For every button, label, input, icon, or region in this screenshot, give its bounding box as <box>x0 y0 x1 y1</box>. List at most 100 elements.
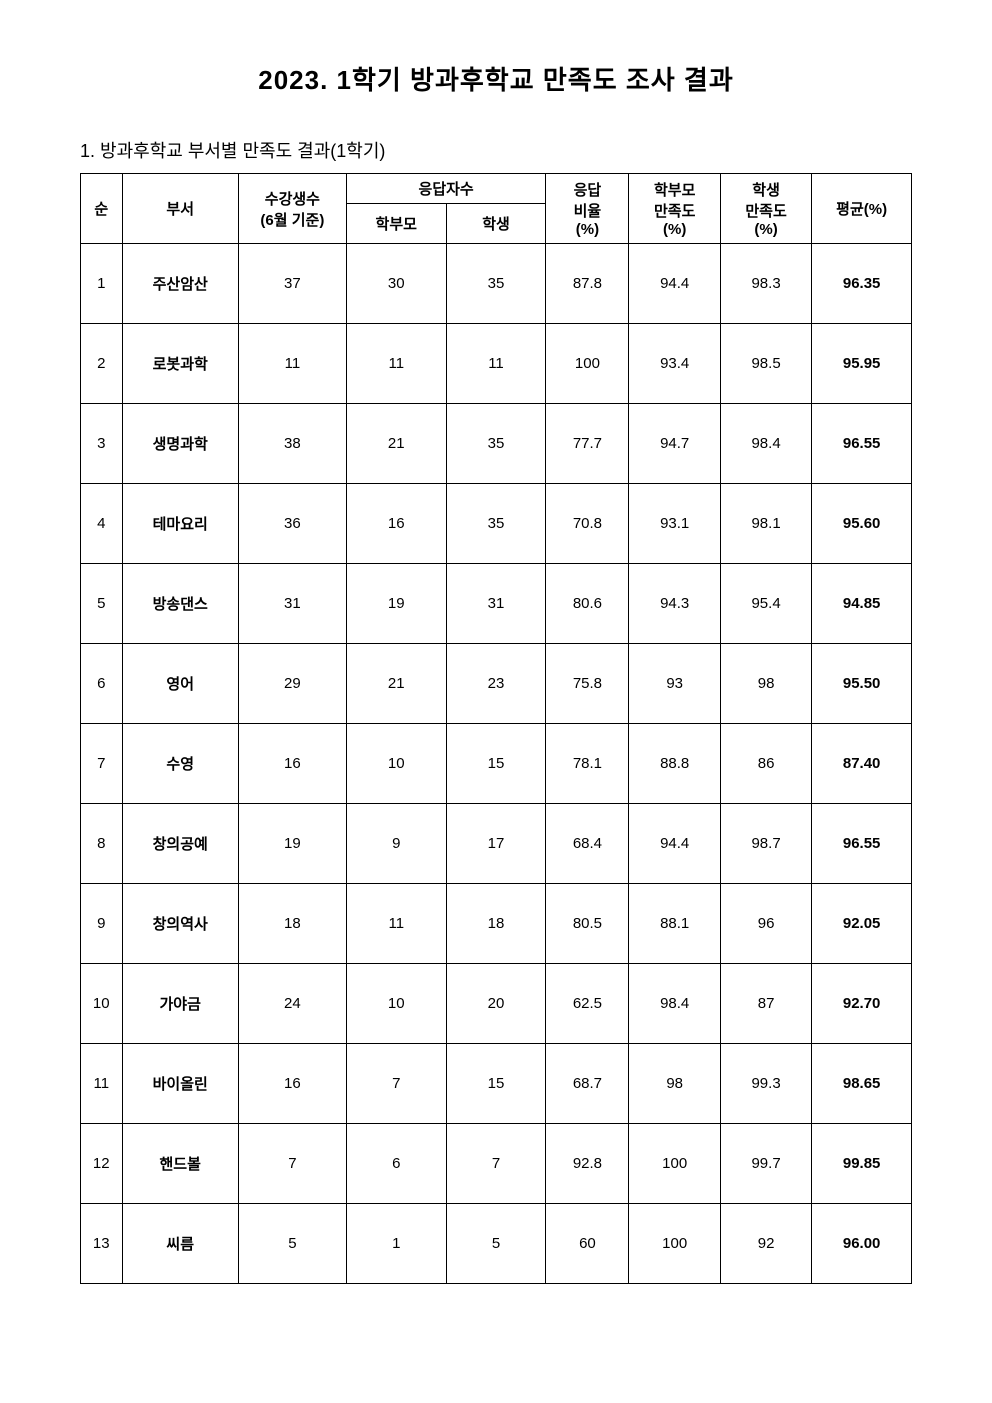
cell-dept: 창의공예 <box>122 804 238 884</box>
cell-resp-student: 11 <box>446 324 546 404</box>
cell-parent-sat: 94.7 <box>629 404 720 484</box>
cell-resp-student: 7 <box>446 1124 546 1204</box>
table-row: 8창의공예1991768.494.498.796.55 <box>81 804 912 884</box>
cell-rate: 87.8 <box>546 244 629 324</box>
cell-num: 7 <box>81 724 123 804</box>
table-row: 10가야금24102062.598.48792.70 <box>81 964 912 1044</box>
header-resp-parent: 학부모 <box>346 204 446 244</box>
document-title: 2023. 1학기 방과후학교 만족도 조사 결과 <box>80 60 912 97</box>
cell-avg: 95.50 <box>812 644 912 724</box>
cell-dept: 영어 <box>122 644 238 724</box>
header-num: 순 <box>81 174 123 244</box>
section-subtitle: 1. 방과후학교 부서별 만족도 결과(1학기) <box>80 137 912 163</box>
cell-resp-student: 35 <box>446 404 546 484</box>
cell-resp-parent: 10 <box>346 964 446 1044</box>
cell-enrolled: 37 <box>238 244 346 324</box>
cell-rate: 80.5 <box>546 884 629 964</box>
cell-rate: 70.8 <box>546 484 629 564</box>
cell-num: 11 <box>81 1044 123 1124</box>
cell-resp-student: 15 <box>446 1044 546 1124</box>
cell-student-sat: 86 <box>720 724 811 804</box>
cell-enrolled: 36 <box>238 484 346 564</box>
cell-resp-parent: 1 <box>346 1204 446 1284</box>
table-row: 11바이올린1671568.79899.398.65 <box>81 1044 912 1124</box>
satisfaction-table: 순 부서 수강생수(6월 기준) 응답자수 응답비율(%) 학부모만족도(%) … <box>80 173 912 1284</box>
header-dept: 부서 <box>122 174 238 244</box>
header-student-sat: 학생만족도(%) <box>720 174 811 244</box>
cell-parent-sat: 100 <box>629 1124 720 1204</box>
cell-num: 1 <box>81 244 123 324</box>
cell-resp-parent: 10 <box>346 724 446 804</box>
table-row: 2로봇과학11111110093.498.595.95 <box>81 324 912 404</box>
cell-dept: 생명과학 <box>122 404 238 484</box>
cell-enrolled: 16 <box>238 1044 346 1124</box>
cell-enrolled: 38 <box>238 404 346 484</box>
cell-resp-student: 18 <box>446 884 546 964</box>
cell-num: 9 <box>81 884 123 964</box>
cell-avg: 99.85 <box>812 1124 912 1204</box>
cell-num: 8 <box>81 804 123 884</box>
cell-rate: 80.6 <box>546 564 629 644</box>
cell-resp-student: 23 <box>446 644 546 724</box>
cell-resp-parent: 16 <box>346 484 446 564</box>
cell-parent-sat: 94.4 <box>629 244 720 324</box>
cell-resp-parent: 21 <box>346 404 446 484</box>
cell-rate: 60 <box>546 1204 629 1284</box>
cell-student-sat: 98.3 <box>720 244 811 324</box>
cell-enrolled: 5 <box>238 1204 346 1284</box>
cell-student-sat: 96 <box>720 884 811 964</box>
cell-num: 5 <box>81 564 123 644</box>
cell-enrolled: 11 <box>238 324 346 404</box>
cell-resp-student: 20 <box>446 964 546 1044</box>
cell-num: 12 <box>81 1124 123 1204</box>
cell-dept: 방송댄스 <box>122 564 238 644</box>
cell-resp-parent: 21 <box>346 644 446 724</box>
cell-parent-sat: 93.1 <box>629 484 720 564</box>
cell-dept: 주산암산 <box>122 244 238 324</box>
cell-dept: 바이올린 <box>122 1044 238 1124</box>
cell-resp-parent: 19 <box>346 564 446 644</box>
cell-rate: 92.8 <box>546 1124 629 1204</box>
cell-parent-sat: 98 <box>629 1044 720 1124</box>
cell-resp-student: 5 <box>446 1204 546 1284</box>
cell-parent-sat: 100 <box>629 1204 720 1284</box>
table-row: 5방송댄스31193180.694.395.494.85 <box>81 564 912 644</box>
cell-parent-sat: 93 <box>629 644 720 724</box>
cell-rate: 68.7 <box>546 1044 629 1124</box>
cell-dept: 수영 <box>122 724 238 804</box>
cell-dept: 창의역사 <box>122 884 238 964</box>
cell-num: 4 <box>81 484 123 564</box>
cell-student-sat: 87 <box>720 964 811 1044</box>
header-respondents-group: 응답자수 <box>346 174 545 204</box>
cell-enrolled: 19 <box>238 804 346 884</box>
cell-avg: 95.60 <box>812 484 912 564</box>
cell-num: 10 <box>81 964 123 1044</box>
cell-enrolled: 29 <box>238 644 346 724</box>
cell-student-sat: 92 <box>720 1204 811 1284</box>
cell-resp-parent: 11 <box>346 324 446 404</box>
cell-avg: 92.70 <box>812 964 912 1044</box>
table-row: 13씨름515601009296.00 <box>81 1204 912 1284</box>
cell-avg: 98.65 <box>812 1044 912 1124</box>
cell-dept: 씨름 <box>122 1204 238 1284</box>
header-parent-sat: 학부모만족도(%) <box>629 174 720 244</box>
cell-dept: 가야금 <box>122 964 238 1044</box>
table-row: 9창의역사18111880.588.19692.05 <box>81 884 912 964</box>
table-row: 1주산암산37303587.894.498.396.35 <box>81 244 912 324</box>
header-avg: 평균(%) <box>812 174 912 244</box>
cell-resp-parent: 7 <box>346 1044 446 1124</box>
table-row: 7수영16101578.188.88687.40 <box>81 724 912 804</box>
cell-resp-parent: 30 <box>346 244 446 324</box>
cell-num: 13 <box>81 1204 123 1284</box>
cell-student-sat: 98.7 <box>720 804 811 884</box>
cell-num: 6 <box>81 644 123 724</box>
cell-enrolled: 31 <box>238 564 346 644</box>
cell-avg: 95.95 <box>812 324 912 404</box>
cell-resp-student: 15 <box>446 724 546 804</box>
header-enrolled: 수강생수(6월 기준) <box>238 174 346 244</box>
table-row: 6영어29212375.8939895.50 <box>81 644 912 724</box>
table-row: 4테마요리36163570.893.198.195.60 <box>81 484 912 564</box>
cell-dept: 핸드볼 <box>122 1124 238 1204</box>
cell-student-sat: 98.5 <box>720 324 811 404</box>
cell-avg: 96.35 <box>812 244 912 324</box>
